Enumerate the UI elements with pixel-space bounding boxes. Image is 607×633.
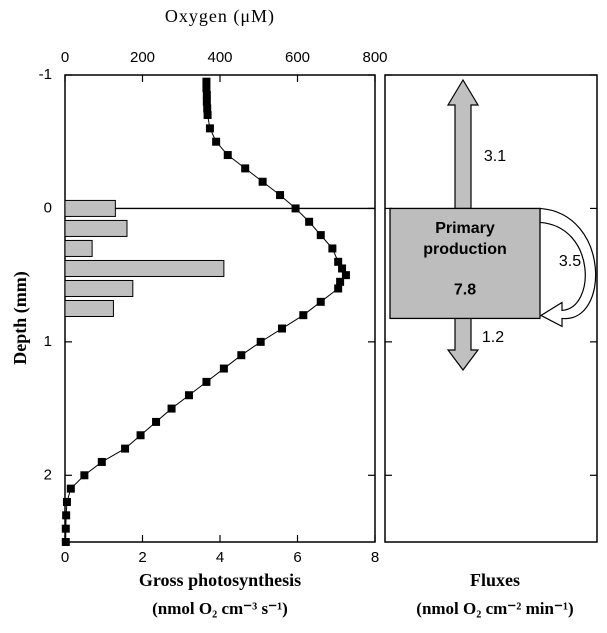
photosynthesis-bar — [64, 279, 134, 297]
y-tick-label: -1 — [39, 66, 52, 83]
efflux-up-value: 3.1 — [484, 148, 506, 165]
oxygen-point — [97, 457, 106, 466]
oxygen-point — [316, 297, 325, 306]
oxygen-point — [80, 471, 89, 480]
oxygen-point — [212, 137, 221, 146]
y-axis-label: Depth (mm) — [10, 271, 31, 364]
x-tick-label: 4 — [216, 549, 224, 566]
oxygen-point — [299, 311, 308, 320]
x-tick-label: 6 — [293, 549, 301, 566]
oxygen-point — [203, 104, 212, 113]
oxygen-point — [256, 337, 265, 346]
oxygen-point — [341, 271, 350, 280]
oxygen-point — [66, 484, 75, 493]
x-axis-label: Gross photosynthesis — [139, 570, 301, 590]
top-axis-label: Oxygen (μM) — [165, 6, 275, 27]
top-tick-label: 400 — [207, 49, 232, 66]
photosynthesis-bar — [64, 219, 128, 237]
recycled-value: 3.5 — [559, 253, 581, 270]
oxygen-point — [276, 191, 285, 200]
oxygen-point — [202, 377, 211, 386]
oxygen-point — [338, 264, 347, 273]
oxygen-point — [336, 277, 345, 286]
flux-axis-label: Fluxes — [470, 570, 520, 590]
photosynthesis-bar — [64, 239, 93, 257]
x-tick-label: 8 — [371, 549, 379, 566]
production-value: 7.8 — [454, 282, 476, 299]
production-label-box: Primary production — [423, 220, 507, 259]
up-arrow — [446, 78, 480, 210]
oxygen-point — [291, 204, 300, 213]
oxygen-point — [202, 84, 211, 93]
oxygen-point — [305, 217, 314, 226]
top-tick-label: 600 — [285, 49, 310, 66]
oxygen-point — [167, 404, 176, 413]
oxygen-point — [202, 91, 211, 100]
oxygen-point — [61, 524, 70, 533]
right-panel-frame — [384, 74, 598, 543]
x-tick-label: 2 — [138, 549, 146, 566]
oxygen-point — [62, 497, 71, 506]
photosynthesis-bar — [64, 259, 225, 277]
oxygen-point — [205, 124, 214, 133]
x-axis-units: (nmol O₂ cm⁻³ s⁻¹) — [152, 599, 288, 618]
oxygen-point — [152, 417, 161, 426]
oxygen-point — [203, 111, 212, 120]
top-tick-label: 200 — [130, 49, 155, 66]
x-tick-label: 0 — [61, 549, 69, 566]
down-arrow — [446, 317, 480, 371]
top-tick-label: 800 — [362, 49, 387, 66]
oxygen-point — [61, 538, 70, 546]
oxygen-point — [334, 257, 343, 266]
production-box — [389, 207, 541, 320]
oxygen-point — [185, 391, 193, 400]
flux-axis-units: (nmol O₂ cm⁻² min⁻¹) — [416, 599, 573, 618]
oxygen-point — [258, 177, 267, 186]
photosynthesis-bar — [64, 199, 116, 217]
photosynthesis-bar — [64, 299, 114, 318]
y-tick-label: 1 — [44, 333, 52, 350]
oxygen-point — [334, 284, 343, 293]
efflux-down-value: 1.2 — [482, 329, 504, 346]
y-tick-label: 0 — [44, 199, 52, 216]
oxygen-point — [202, 97, 211, 106]
y-tick-label: 2 — [44, 466, 52, 483]
oxygen-point — [62, 511, 71, 520]
oxygen-point — [223, 151, 232, 160]
flux-diagram: Primary production — [389, 78, 597, 371]
oxygen-point — [316, 231, 325, 240]
oxygen-point — [202, 77, 211, 86]
oxygen-point — [219, 364, 228, 373]
production-label: Primary production — [423, 220, 507, 259]
recycle-arrow — [539, 207, 597, 328]
oxygen-point — [241, 164, 250, 173]
oxygen-point — [328, 244, 337, 253]
oxygen-point — [136, 431, 145, 440]
oxygen-point — [278, 324, 286, 333]
oxygen-point — [121, 444, 130, 453]
top-tick-label: 0 — [61, 49, 69, 66]
oxygen-point — [237, 351, 246, 360]
